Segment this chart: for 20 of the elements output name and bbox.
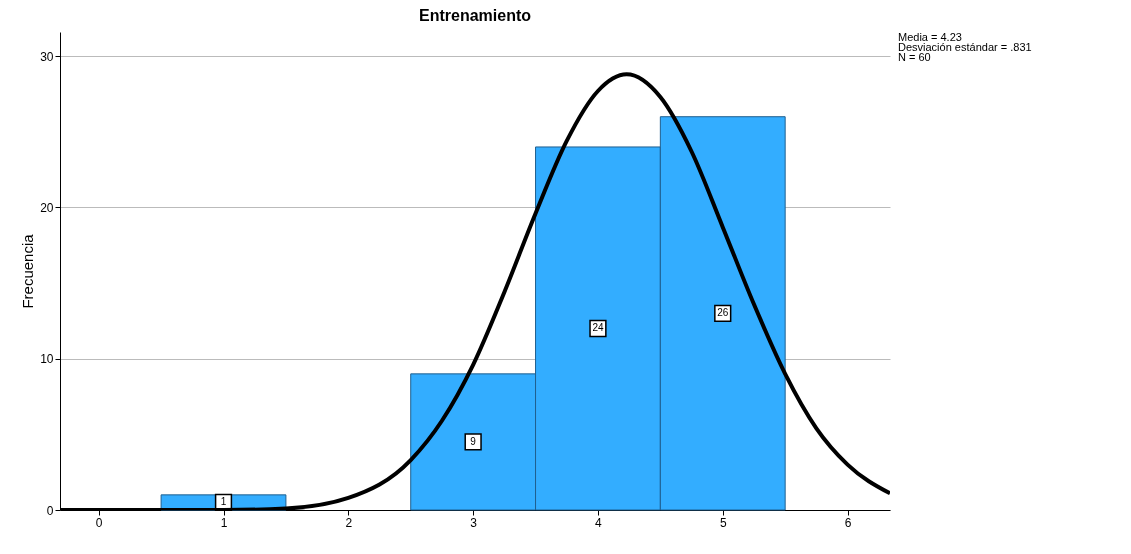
x-tick-label: 2	[345, 515, 353, 530]
data-label: 24	[592, 322, 604, 334]
x-tick-label: 3	[470, 515, 478, 530]
data-label: 9	[470, 435, 477, 447]
y-tick-label: 10	[40, 352, 54, 367]
x-tick-label: 6	[844, 515, 852, 530]
x-tick-label: 5	[719, 515, 727, 530]
y-axis-title: Frecuencia	[19, 233, 37, 309]
x-tick-label: 0	[95, 515, 103, 530]
y-tick-label: 0	[46, 503, 54, 518]
data-label: 26	[717, 307, 729, 319]
x-tick-label: 1	[220, 515, 228, 530]
text: Media = 4.23	[898, 31, 962, 43]
text: N = 60	[898, 51, 931, 63]
data-label: 1	[220, 496, 227, 508]
y-tick-label: 20	[40, 200, 54, 215]
x-tick-label: 4	[595, 515, 603, 530]
y-tick-label: 30	[40, 49, 54, 64]
chart-title: Entrenamiento	[418, 7, 532, 24]
text: Desviación estándar = .831	[898, 41, 1032, 53]
